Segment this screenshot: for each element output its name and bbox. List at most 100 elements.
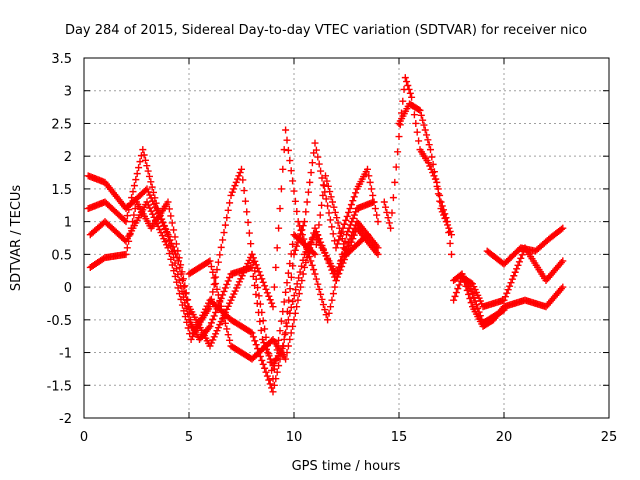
data-point	[366, 178, 374, 186]
data-point	[165, 232, 173, 240]
data-point	[446, 227, 454, 235]
data-point	[474, 304, 482, 312]
data-point	[324, 182, 332, 190]
data-point	[163, 229, 171, 237]
data-point	[388, 209, 396, 217]
data-point	[263, 372, 271, 380]
data-point	[245, 229, 253, 237]
data-point	[374, 250, 382, 258]
data-point	[272, 263, 280, 271]
data-point	[343, 249, 351, 257]
data-point	[172, 240, 180, 248]
data-point	[310, 266, 318, 274]
data-point	[247, 328, 255, 336]
data-point	[181, 282, 189, 290]
data-point	[304, 249, 312, 257]
data-point	[167, 255, 175, 263]
data-point	[128, 194, 136, 202]
data-point	[217, 302, 225, 310]
data-point	[256, 300, 264, 308]
data-point	[224, 277, 232, 285]
data-point	[166, 236, 174, 244]
data-point	[297, 283, 305, 291]
data-point	[437, 198, 445, 206]
data-point	[212, 273, 220, 281]
data-point	[332, 244, 340, 252]
data-point	[329, 198, 336, 206]
data-point	[319, 245, 327, 253]
data-point	[283, 279, 291, 287]
data-point	[209, 288, 217, 296]
data-point	[329, 230, 337, 238]
data-point	[261, 325, 269, 333]
data-point	[291, 197, 299, 205]
data-point	[298, 231, 306, 239]
data-point	[289, 240, 297, 248]
data-point	[238, 165, 245, 173]
y-tick-label: -1.5	[47, 379, 72, 394]
data-point	[287, 329, 295, 337]
data-point	[322, 172, 329, 180]
data-point	[165, 205, 173, 213]
data-point	[508, 275, 516, 283]
data-point	[123, 244, 131, 252]
data-point	[123, 212, 131, 220]
data-point	[289, 322, 297, 330]
data-point	[213, 285, 221, 293]
data-point	[287, 167, 295, 175]
data-point	[303, 198, 311, 206]
series-track-k	[458, 270, 508, 327]
data-point	[373, 211, 381, 219]
data-point	[159, 219, 167, 227]
data-point	[406, 89, 414, 97]
data-point	[336, 266, 344, 274]
data-point	[321, 306, 329, 314]
data-point	[317, 238, 325, 246]
data-point	[334, 219, 342, 227]
data-point	[324, 256, 332, 264]
data-point	[221, 319, 229, 327]
data-point	[346, 242, 354, 250]
data-point	[265, 376, 273, 384]
data-point	[277, 185, 285, 193]
data-point	[223, 214, 231, 222]
data-point	[268, 299, 276, 307]
data-point	[277, 317, 285, 325]
data-point	[151, 194, 159, 202]
data-point	[395, 133, 403, 141]
data-point	[515, 258, 523, 266]
data-point	[340, 240, 348, 248]
data-point	[275, 362, 283, 370]
data-point	[144, 201, 152, 209]
data-point	[421, 126, 429, 134]
data-point	[276, 327, 284, 335]
data-point	[438, 208, 446, 216]
data-point	[157, 229, 165, 237]
data-point	[221, 221, 229, 229]
data-point	[168, 219, 176, 227]
data-point	[425, 141, 433, 149]
data-point	[287, 273, 295, 281]
data-point	[350, 211, 358, 219]
data-point	[338, 235, 346, 243]
data-point	[226, 273, 234, 281]
data-point	[514, 261, 522, 269]
data-point	[146, 191, 154, 199]
data-point	[304, 188, 312, 196]
data-point	[517, 254, 525, 262]
data-point	[314, 231, 322, 239]
data-point	[173, 278, 181, 286]
data-point	[370, 198, 378, 206]
data-point	[319, 191, 327, 199]
data-point	[251, 267, 259, 275]
data-point	[270, 365, 278, 373]
data-point	[276, 205, 284, 213]
data-point	[307, 239, 315, 247]
data-point	[319, 301, 327, 309]
data-point	[133, 170, 141, 178]
data-point	[170, 226, 178, 234]
data-point	[371, 205, 379, 213]
data-point	[315, 160, 323, 168]
y-tick-label: 0	[64, 281, 72, 296]
data-point	[266, 358, 274, 366]
